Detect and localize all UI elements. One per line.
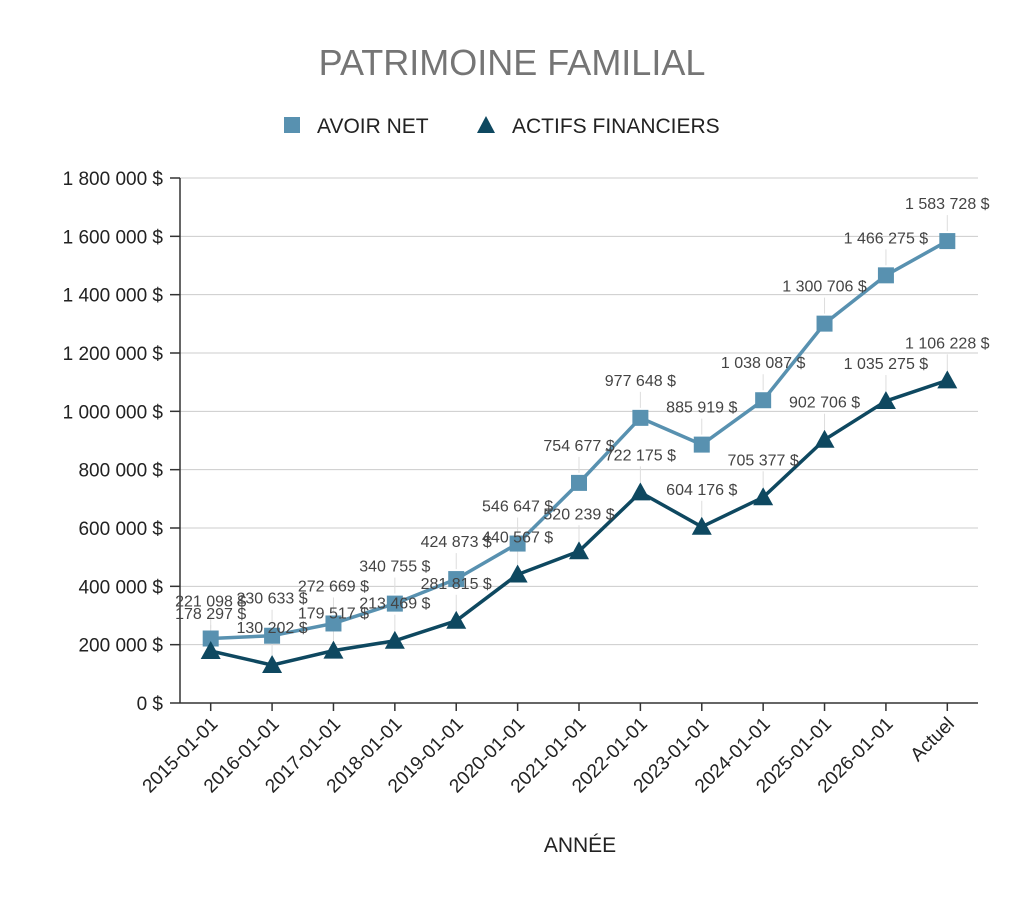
data-label: 424 873 $ (421, 534, 492, 551)
data-point-avoir-net[interactable] (816, 315, 833, 332)
data-point-actifs-financiers[interactable] (507, 564, 528, 583)
data-label: 520 239 $ (543, 506, 614, 523)
y-tick-label: 1 600 000 $ (63, 227, 164, 248)
data-point-avoir-net[interactable] (448, 571, 465, 588)
data-label: 221 098 $ (175, 594, 246, 611)
data-point-actifs-financiers[interactable] (262, 655, 283, 674)
data-point-avoir-net[interactable] (264, 627, 281, 644)
data-label: 705 377 $ (728, 452, 799, 469)
series (200, 233, 958, 674)
data-label: 977 648 $ (605, 373, 676, 390)
data-point-avoir-net[interactable] (202, 630, 219, 647)
data-label: 604 176 $ (666, 482, 737, 499)
x-axis-title: ANNÉE (544, 834, 616, 857)
y-tick-label: 1 400 000 $ (63, 286, 164, 307)
data-point-actifs-financiers[interactable] (323, 640, 344, 659)
data-point-actifs-financiers[interactable] (814, 429, 835, 448)
y-tick-label: 600 000 $ (78, 519, 163, 540)
data-label: 272 669 $ (298, 578, 369, 595)
chart-title: PATRIMOINE FAMILIAL (319, 42, 706, 83)
data-label: 1 035 275 $ (844, 356, 929, 373)
data-label: 1 300 706 $ (782, 279, 867, 296)
legend-label-actifs-financiers: ACTIFS FINANCIERS (512, 115, 720, 138)
x-axis: 2015-01-012016-01-012017-01-012018-01-01… (139, 702, 978, 797)
legend-item-actifs-financiers[interactable]: ACTIFS FINANCIERS (477, 115, 720, 138)
data-labels: 221 098 $230 633 $272 669 $ 340 755 $ 424 … (175, 196, 990, 637)
y-tick-label: 1 800 000 $ (63, 169, 164, 190)
data-point-actifs-financiers[interactable] (446, 610, 467, 629)
y-tick-label: 1 200 000 $ (63, 344, 164, 365)
data-label: 754 677 $ (543, 438, 614, 455)
data-label: 340 755 $ (359, 559, 430, 576)
data-label: 902 706 $ (789, 395, 860, 412)
data-label: 1 106 228 $ (905, 335, 990, 352)
y-axis: 0 $ 200 000 $ 400 000 $ 600 000 $ 800 000 $ 1… (63, 169, 181, 715)
data-point-actifs-financiers[interactable] (691, 516, 712, 535)
data-point-avoir-net[interactable] (755, 392, 772, 409)
data-label: 1 038 087 $ (721, 355, 806, 372)
data-label: 213 469 $ (359, 596, 430, 613)
data-label: 179 517 $ (298, 606, 369, 623)
data-label: 1 583 728 $ (905, 196, 990, 213)
legend-marker-triangle (477, 116, 495, 133)
data-label: 546 647 $ (482, 499, 553, 516)
legend-item-avoir-net[interactable]: AVOIR NET (284, 115, 429, 138)
data-label: 230 633 $ (236, 591, 307, 608)
data-point-avoir-net[interactable] (571, 474, 587, 491)
data-point-avoir-net[interactable] (386, 595, 403, 612)
data-point-avoir-net[interactable] (325, 615, 342, 632)
y-tick-label: 800 000 $ (78, 461, 163, 482)
data-point-actifs-financiers[interactable] (753, 487, 774, 506)
x-tick-label: Actuel (907, 714, 959, 766)
y-tick-label: 1 000 000 $ (63, 402, 164, 423)
data-label: 722 175 $ (605, 447, 676, 464)
data-point-actifs-financiers[interactable] (630, 482, 651, 501)
y-tick-label: 200 000 $ (78, 636, 163, 657)
data-point-avoir-net[interactable] (877, 267, 894, 284)
data-label: 885 919 $ (666, 400, 737, 417)
data-point-actifs-financiers[interactable] (384, 630, 405, 649)
y-tick-label: 400 000 $ (78, 577, 163, 598)
gridlines (180, 177, 978, 646)
legend: AVOIR NET ACTIFS FINANCIERS (284, 115, 720, 138)
data-point-actifs-financiers[interactable] (937, 370, 958, 389)
y-tick-label: 0 $ (137, 694, 164, 715)
legend-label-avoir-net: AVOIR NET (317, 115, 429, 138)
data-point-actifs-financiers[interactable] (875, 391, 896, 410)
data-point-avoir-net[interactable] (693, 436, 710, 453)
data-point-avoir-net[interactable] (509, 535, 526, 552)
data-point-actifs-financiers[interactable] (569, 541, 589, 560)
legend-marker-square (284, 117, 300, 133)
data-point-actifs-financiers[interactable] (200, 640, 221, 659)
data-point-avoir-net[interactable] (939, 233, 956, 250)
data-label: 130 202 $ (236, 620, 307, 637)
data-label: 281 815 $ (421, 576, 492, 593)
data-point-avoir-net[interactable] (632, 409, 649, 426)
data-label: 178 297 $ (175, 606, 246, 623)
data-label: 440 567 $ (482, 530, 553, 547)
data-label: 1 466 275 $ (844, 230, 929, 247)
